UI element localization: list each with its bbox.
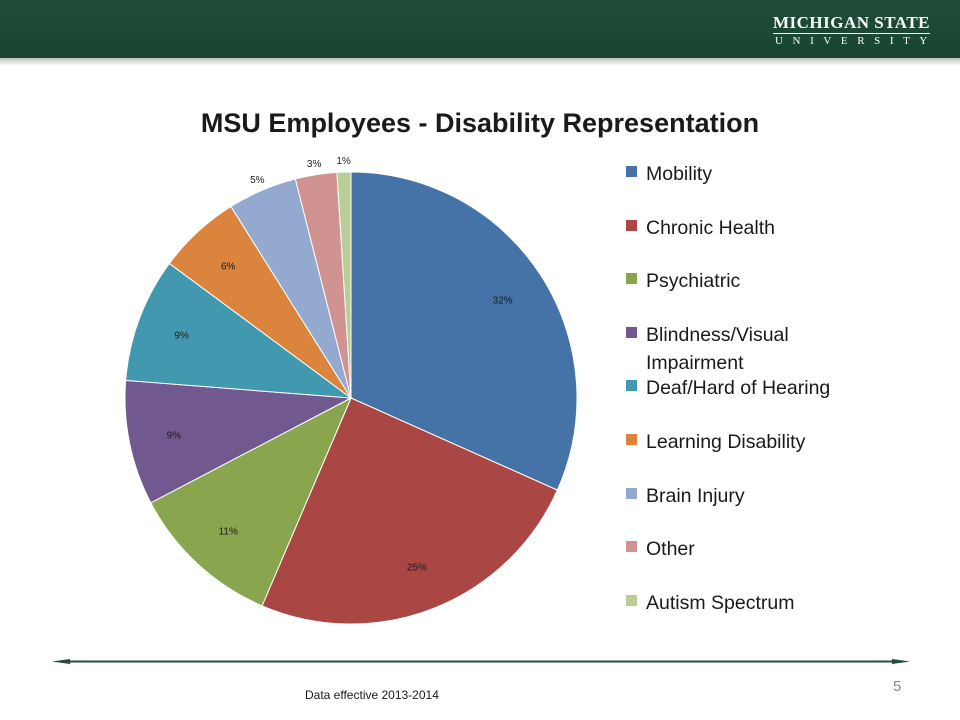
pie-label-2: 11% bbox=[219, 527, 238, 538]
legend-swatch-1 bbox=[626, 219, 637, 231]
pie-label-7: 3% bbox=[307, 159, 322, 170]
legend-swatch-5 bbox=[626, 434, 637, 445]
pie-slice-0 bbox=[350, 171, 578, 491]
legend-label-5: Learning Disability bbox=[646, 431, 806, 453]
header-shadow bbox=[0, 58, 960, 66]
legend-label-3: Blindness/Visual Impairment bbox=[646, 323, 789, 374]
legend-label-7: Other bbox=[646, 538, 695, 561]
page-number: 5 bbox=[893, 678, 902, 695]
logo-wordmark-bottom: UNIVERSITY bbox=[774, 35, 937, 47]
header-bar bbox=[0, 0, 960, 58]
msu-logo: MICHIGAN STATE UNIVERSITY bbox=[772, 13, 930, 48]
bottom-divider bbox=[52, 659, 910, 664]
legend-swatch-4 bbox=[626, 380, 637, 392]
legend-label-4: Deaf/Hard of Hearing bbox=[646, 377, 831, 400]
pie-label-3: 9% bbox=[167, 430, 182, 441]
pie-slice-2 bbox=[150, 396, 353, 607]
pie-label-4: 9% bbox=[174, 331, 189, 342]
legend-label-0: Mobility bbox=[646, 163, 713, 185]
legend-swatch-7 bbox=[626, 541, 637, 553]
legend-swatch-8 bbox=[626, 594, 637, 606]
legend-swatch-3 bbox=[626, 326, 637, 338]
logo-wordmark-top: MICHIGAN STATE bbox=[772, 13, 930, 32]
pie-label-8: 1% bbox=[336, 156, 351, 167]
logo-rule bbox=[772, 33, 930, 34]
pie-label-6: 5% bbox=[250, 175, 265, 186]
pie-slice-8 bbox=[336, 171, 352, 399]
legend-swatch-0 bbox=[626, 166, 637, 177]
legend-swatch-6 bbox=[626, 487, 637, 499]
legend-label-6: Brain Injury bbox=[646, 484, 745, 507]
pie-slice-4 bbox=[125, 262, 353, 399]
legend-swatch-2 bbox=[626, 273, 637, 285]
pie-slice-1 bbox=[261, 397, 559, 625]
pie-label-5: 6% bbox=[221, 261, 236, 272]
pie-label-1: 25% bbox=[407, 562, 427, 573]
data-footnote: Data effective 2013-2014 bbox=[305, 688, 439, 702]
legend-label-1: Chronic Health bbox=[646, 216, 775, 239]
pie-label-0: 32% bbox=[493, 296, 513, 307]
legend-label-8: Autism Spectrum bbox=[646, 591, 795, 614]
legend-label-2: Psychiatric bbox=[646, 270, 741, 293]
chart-title: MSU Employees - Disability Representatio… bbox=[200, 108, 760, 138]
pie-slice-3 bbox=[124, 379, 353, 504]
